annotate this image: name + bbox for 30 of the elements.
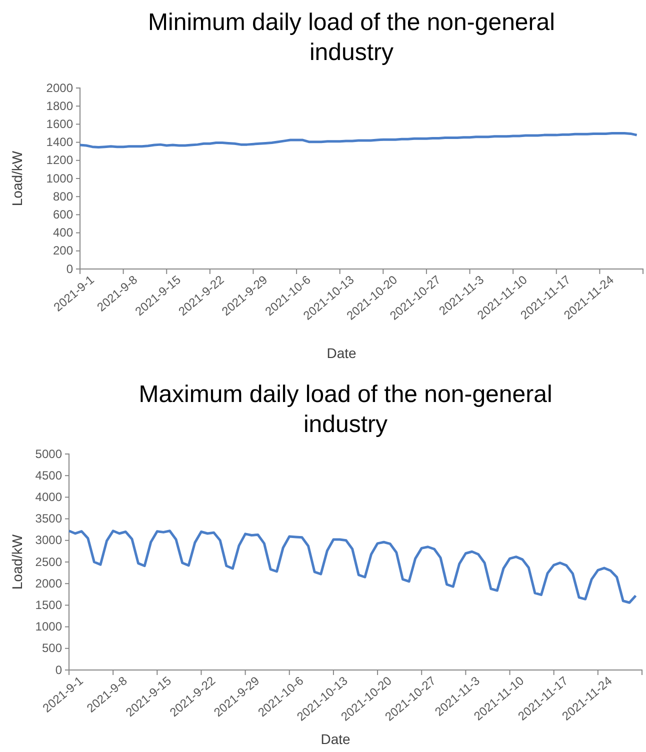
x-axis-title: Date (320, 731, 350, 747)
y-tick-label: 1600 (46, 117, 74, 132)
y-axis-title: Load/kW (9, 150, 25, 206)
y-tick-label: 1200 (46, 153, 74, 168)
y-tick-label: 5000 (35, 446, 62, 461)
y-tick-label: 1000 (46, 171, 74, 186)
line-series (68, 530, 637, 604)
y-tick-label: 500 (42, 641, 62, 656)
y-axis-title: Load/kW (9, 534, 25, 590)
y-tick-label: 4500 (35, 468, 62, 482)
y-tick-label: 2500 (35, 554, 62, 569)
y-tick-label: 400 (52, 226, 74, 240)
y-tick-label: 1000 (35, 620, 62, 634)
y-tick-label: 4000 (35, 490, 62, 504)
y-tick-label: 3500 (35, 512, 62, 526)
chart-title: Minimum daily load of the non-general industry (148, 9, 555, 66)
chart-title: Maximum daily load of the non-general industry (138, 381, 552, 438)
y-tick-label: 1800 (46, 98, 74, 113)
line-series (78, 132, 638, 149)
x-axis-title: Date (326, 345, 356, 361)
y-tick-label: 1400 (46, 135, 74, 150)
y-tick-label: 800 (52, 189, 74, 204)
y-tick-label: 0 (55, 662, 62, 677)
y-tick-label: 2000 (35, 576, 62, 590)
y-tick-label: 2000 (46, 80, 74, 95)
y-tick-label: 1500 (35, 598, 62, 612)
y-tick-label: 200 (52, 244, 74, 258)
y-tick-label: 3000 (35, 533, 62, 548)
y-tick-label: 600 (52, 208, 74, 222)
y-tick-label: 0 (66, 262, 74, 276)
